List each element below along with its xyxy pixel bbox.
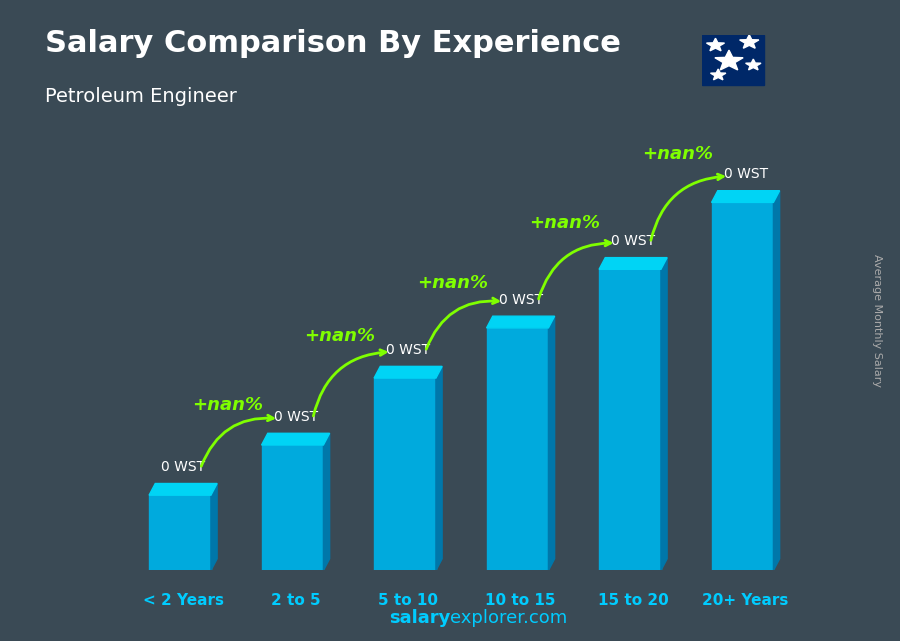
Text: Average Monthly Salary: Average Monthly Salary [872, 254, 883, 387]
Text: 5 to 10: 5 to 10 [378, 594, 438, 608]
Polygon shape [436, 367, 442, 570]
Polygon shape [599, 258, 667, 269]
Text: 0 WST: 0 WST [611, 235, 655, 249]
Text: explorer.com: explorer.com [450, 609, 567, 627]
Polygon shape [149, 483, 217, 495]
Polygon shape [548, 316, 554, 570]
Text: +nan%: +nan% [642, 145, 713, 163]
Polygon shape [712, 203, 773, 570]
Polygon shape [262, 433, 329, 445]
Polygon shape [712, 190, 779, 203]
Text: +nan%: +nan% [529, 213, 600, 231]
Bar [702, 35, 764, 85]
Polygon shape [374, 367, 442, 378]
Text: 0 WST: 0 WST [386, 343, 430, 357]
Text: +nan%: +nan% [192, 395, 263, 413]
Polygon shape [374, 378, 436, 570]
Polygon shape [599, 269, 661, 570]
Text: salary: salary [389, 609, 450, 627]
Polygon shape [773, 190, 779, 570]
Polygon shape [487, 328, 548, 570]
Text: 0 WST: 0 WST [274, 410, 318, 424]
Polygon shape [715, 50, 743, 70]
Text: 0 WST: 0 WST [499, 293, 543, 307]
Polygon shape [262, 445, 323, 570]
Polygon shape [740, 35, 759, 48]
Text: < 2 Years: < 2 Years [142, 594, 223, 608]
Text: 0 WST: 0 WST [724, 167, 768, 181]
Text: Petroleum Engineer: Petroleum Engineer [45, 87, 237, 106]
Text: 0 WST: 0 WST [161, 460, 205, 474]
Polygon shape [706, 38, 724, 51]
Polygon shape [323, 433, 329, 570]
Text: 15 to 20: 15 to 20 [598, 594, 669, 608]
Text: 20+ Years: 20+ Years [702, 594, 788, 608]
Text: +nan%: +nan% [304, 327, 375, 345]
Text: Salary Comparison By Experience: Salary Comparison By Experience [45, 29, 621, 58]
Text: 2 to 5: 2 to 5 [271, 594, 320, 608]
Polygon shape [661, 258, 667, 570]
Polygon shape [211, 483, 217, 570]
Polygon shape [745, 59, 761, 70]
Polygon shape [149, 495, 211, 570]
Polygon shape [710, 69, 726, 80]
Polygon shape [487, 316, 554, 328]
Text: +nan%: +nan% [417, 274, 488, 292]
Text: 10 to 15: 10 to 15 [485, 594, 556, 608]
